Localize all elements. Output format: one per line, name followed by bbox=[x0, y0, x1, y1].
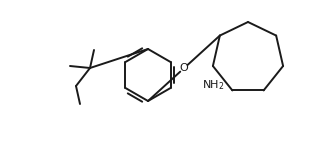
Text: O: O bbox=[179, 63, 188, 73]
Text: NH$_2$: NH$_2$ bbox=[202, 78, 224, 92]
